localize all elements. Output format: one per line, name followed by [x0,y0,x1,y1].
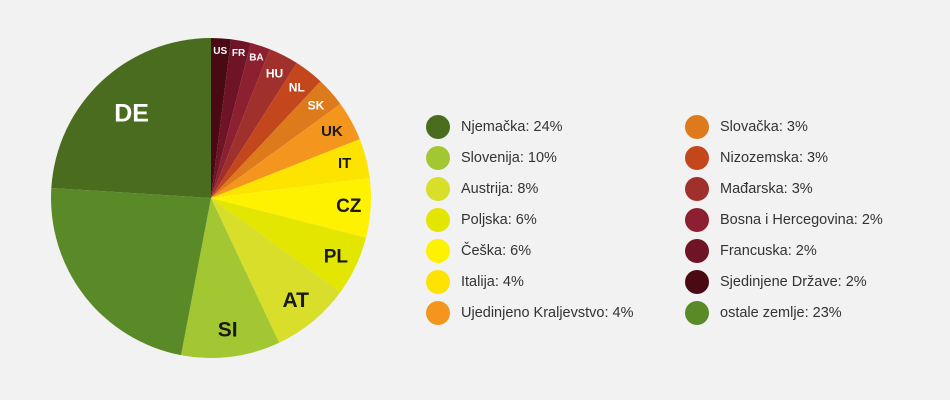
slice-label-ba: BA [249,53,263,64]
pie-slice-ujedinjeno-kraljevstvo [211,103,360,198]
legend-item-sjedinjene-drzave: Sjedinjene Države: 2% [685,266,883,297]
legend-item-nizozemska: Nizozemska: 3% [685,142,883,173]
pie-slice-slovacka [211,81,341,198]
legend-label: Poljska: 6% [461,211,537,228]
legend-swatch [685,207,709,232]
legend-item-madarska: Mađarska: 3% [685,173,883,204]
slice-label-it: IT [338,155,351,172]
legend-item-poljska: Poljska: 6% [426,204,633,235]
slice-label-si: SI [218,318,238,341]
legend-label: ostale zemlje: 23% [720,304,842,321]
pie-slice-ceska [211,177,371,238]
pie-slice-slovenija [181,198,280,358]
pie-slice-bosna-i-hercegovina [211,43,270,198]
pie-slice-ostale-zemlje [50,187,211,356]
legend-item-ceska: Češka: 6% [426,235,633,266]
legend-item-ujedinjeno-kraljevstvo: Ujedinjeno Kraljevstvo: 4% [426,297,633,328]
legend-item-bosna-i-hercegovina: Bosna i Hercegovina: 2% [685,204,883,235]
legend-item-francuska: Francuska: 2% [685,235,883,266]
legend-column-left: Njemačka: 24% Slovenija: 10% Austrija: 8% P… [426,111,633,328]
slice-label-hu: HU [266,66,283,80]
legend-swatch [426,145,450,170]
slice-label-pl: PL [324,246,349,267]
legend-label: Austrija: 8% [461,180,539,197]
legend-item-austrija: Austrija: 8% [426,173,633,204]
legend-label: Ujedinjeno Kraljevstvo: 4% [461,304,634,321]
pie-slice-austrija [211,198,341,343]
pie-slice-njemacka [51,38,212,198]
legend-item-ostale-zemlje: ostale zemlje: 23% [685,297,883,328]
legend-swatch [426,114,450,139]
pie-slice-madarska [211,49,297,198]
legend-swatch [685,238,709,263]
pie-slice-francuska [211,39,251,199]
legend-swatch [685,114,709,139]
legend-label: Italija: 4% [461,273,524,290]
legend-label: Mađarska: 3% [720,180,813,197]
legend-swatch [426,207,450,232]
legend-swatch [685,300,709,325]
pie-slice-poljska [211,198,366,293]
legend-swatch [685,145,709,170]
legend-column-right: Slovačka: 3% Nizozemska: 3% Mađarska: 3% Bo… [685,111,883,328]
legend-item-njemacka: Njemačka: 24% [426,111,633,142]
legend-label: Nizozemska: 3% [720,149,828,166]
legend-swatch [426,300,450,325]
slice-label-de: DE [114,99,149,127]
pie-slice-sjedinjene-drzave [211,38,232,198]
legend-label: Slovačka: 3% [720,118,808,135]
slice-label-us: US [213,46,227,57]
legend-swatch [426,176,450,201]
legend-label: Češka: 6% [461,242,532,259]
slice-label-at: AT [283,289,310,312]
legend-label: Sjedinjene Države: 2% [720,273,867,290]
slice-label-sk: SK [308,98,325,112]
pie-slice-italija [211,139,370,198]
legend-label: Slovenija: 10% [461,149,557,166]
legend-swatch [426,269,450,294]
legend-item-slovacka: Slovačka: 3% [685,111,883,142]
legend-label: Njemačka: 24% [461,118,563,135]
legend-swatch [426,238,450,263]
legend-item-slovenija: Slovenija: 10% [426,142,633,173]
slice-label-uk: UK [321,123,343,140]
legend-swatch [685,269,709,294]
pie-slice-nizozemska [211,62,321,198]
slice-label-nl: NL [289,80,305,94]
legend-item-italija: Italija: 4% [426,266,633,297]
slice-label-cz: CZ [336,196,362,217]
slice-label-fr: FR [232,48,246,59]
legend-label: Francuska: 2% [720,242,817,259]
legend-label: Bosna i Hercegovina: 2% [720,211,883,228]
legend-swatch [685,176,709,201]
